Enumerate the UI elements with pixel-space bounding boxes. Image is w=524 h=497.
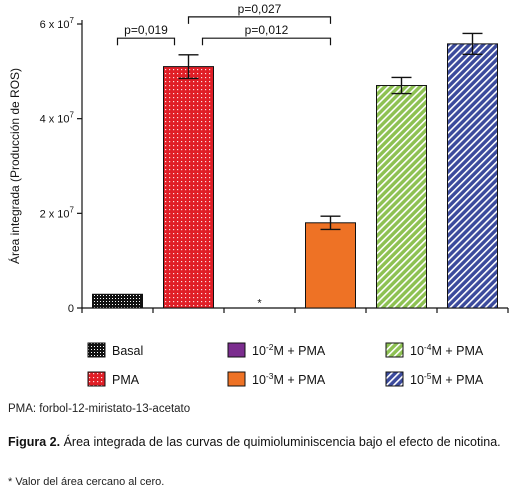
y-axis-label: Área integrada (Producción de ROS): [7, 68, 22, 264]
legend-swatch: [385, 371, 404, 387]
bar-4: [305, 222, 356, 309]
significance-bracket: [116, 37, 176, 46]
y-tick-label: 2 x 107: [40, 205, 75, 220]
significance-label: p=0,019: [124, 23, 168, 37]
bar-5: [376, 85, 427, 309]
caption-text: Área integrada de las curvas de quimiolu…: [60, 435, 501, 449]
y-tick-label: 6 x 107: [40, 16, 75, 31]
abbreviation-note: PMA: forbol-12-miristato-13-acetato: [8, 403, 191, 415]
significance-label: p=0,012: [245, 23, 289, 37]
legend-label: PMA: [112, 373, 140, 387]
significance-annotations: p=0,019 p=0,012 p=0,027 *: [116, 2, 332, 309]
legend-swatch: [87, 371, 106, 387]
star-note: * Valor del área cercano al cero.: [8, 476, 165, 488]
significance-label: p=0,027: [238, 2, 282, 16]
bar-1: [92, 293, 143, 309]
legend-swatch: [227, 342, 246, 358]
legend-swatch: [385, 342, 404, 358]
y-tick-label: 0: [68, 303, 74, 315]
caption-label: Figura 2.: [8, 435, 61, 449]
legend-swatch: [227, 371, 246, 387]
legend-swatch: [87, 342, 106, 358]
legend-label: Basal: [112, 344, 143, 358]
y-tick-label: 4 x 107: [40, 111, 75, 126]
significance-star: *: [257, 297, 262, 309]
bar-6: [447, 43, 498, 309]
legend-label: 10-3M + PMA: [252, 371, 326, 387]
legend: Basal 10-2M + PMA 10-4M + PMA PMA 10-3M + PM…: [87, 342, 484, 387]
y-axis: 0 2 x 107 4 x 107 6 x 107: [40, 16, 83, 315]
significance-bracket: [187, 16, 332, 24]
legend-label: 10-2M + PMA: [252, 342, 326, 358]
significance-bracket: [201, 37, 332, 46]
legend-label: 10-4M + PMA: [410, 342, 484, 358]
bars: [92, 43, 498, 309]
error-bars: [178, 32, 483, 231]
bar-2: [163, 66, 214, 309]
figure-caption: Figura 2. Área integrada de las curvas d…: [8, 434, 514, 450]
x-axis: [81, 307, 509, 313]
legend-label: 10-5M + PMA: [410, 371, 484, 387]
